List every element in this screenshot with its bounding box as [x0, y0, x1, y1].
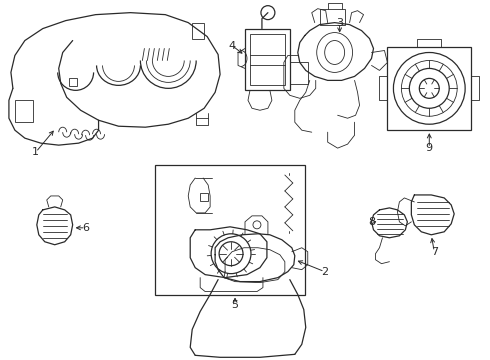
Bar [200, 193, 208, 201]
Text: 2: 2 [321, 267, 328, 276]
Bar [155, 165, 305, 294]
Text: 8: 8 [368, 217, 375, 227]
Text: 7: 7 [431, 247, 438, 257]
Text: 3: 3 [336, 18, 343, 28]
Text: 5: 5 [232, 300, 239, 310]
Text: 9: 9 [426, 143, 433, 153]
Bar [319, 9, 344, 24]
Bar [388, 46, 471, 130]
Text: 1: 1 [32, 147, 39, 157]
Bar [245, 28, 290, 90]
Text: 6: 6 [82, 223, 89, 233]
Bar [69, 78, 76, 86]
Bar [15, 100, 33, 122]
Bar [290, 62, 308, 84]
Bar [250, 33, 285, 85]
Text: 4: 4 [228, 41, 236, 50]
Bar [192, 23, 204, 39]
